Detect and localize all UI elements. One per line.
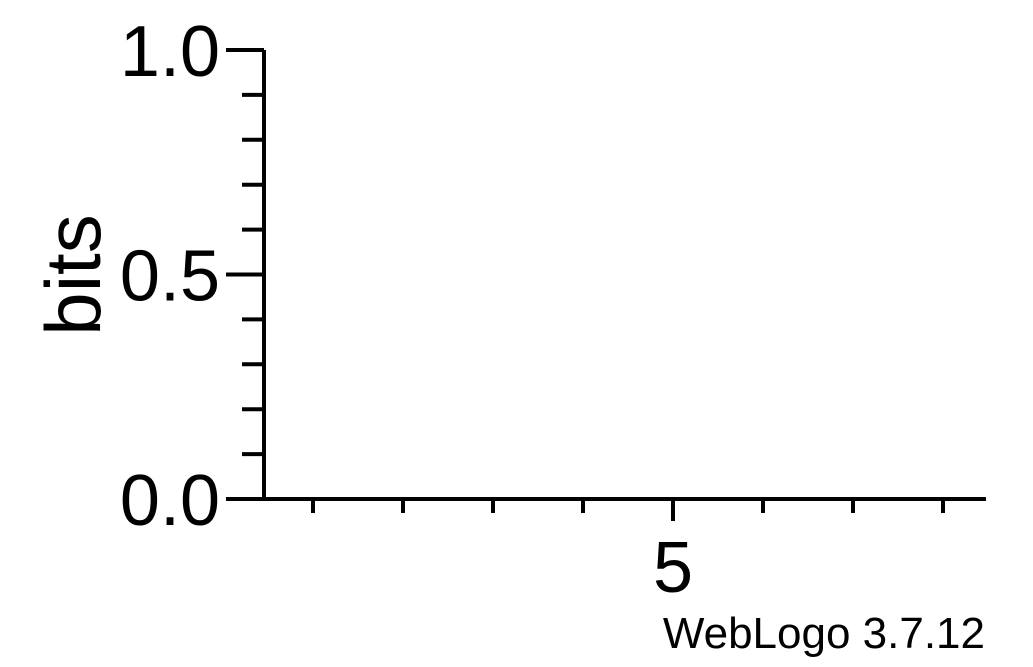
x-tick-label: 5 <box>653 528 693 608</box>
axes: 0.0 0.5 1.0 5 <box>120 12 986 608</box>
y-tick-label: 1.0 <box>120 12 220 92</box>
y-tick-label: 0.0 <box>120 461 220 541</box>
y-axis-label: bits <box>29 214 117 335</box>
y-tick-label: 0.5 <box>120 237 220 317</box>
weblogo-credit: WebLogo 3.7.12 <box>663 609 985 658</box>
